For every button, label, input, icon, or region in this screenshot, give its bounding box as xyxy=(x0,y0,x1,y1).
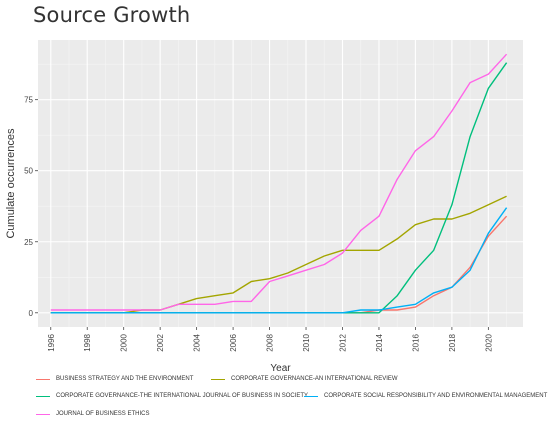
series-line-4 xyxy=(50,207,508,314)
legend-item: CORPORATE GOVERNANCE-THE INTERNATIONAL J… xyxy=(36,393,308,399)
legend-label: CORPORATE GOVERNANCE-THE INTERNATIONAL J… xyxy=(56,393,309,399)
y-tick-label: 50 xyxy=(24,167,33,176)
legend-swatch xyxy=(36,413,50,415)
x-tick-label: 2000 xyxy=(120,333,129,351)
legend-swatch xyxy=(36,378,50,380)
y-tick-label: 75 xyxy=(24,96,33,105)
axis-ticks xyxy=(35,99,489,330)
legend-label: CORPORATE GOVERNANCE-AN INTERNATIONAL RE… xyxy=(231,376,398,382)
y-tick-label: 0 xyxy=(29,309,34,318)
x-tick-label: 2016 xyxy=(411,333,420,351)
x-tick-label: 2020 xyxy=(484,333,493,351)
legend-swatch xyxy=(304,395,318,397)
series-line-5 xyxy=(50,53,508,311)
legend: BUSINESS STRATEGY AND THE ENVIRONMENT COR… xyxy=(36,370,547,426)
x-tick-label: 2004 xyxy=(193,333,202,351)
legend-label: CORPORATE SOCIAL RESPONSIBILITY AND ENVI… xyxy=(324,393,548,399)
x-tick-label: 2006 xyxy=(229,333,238,351)
plot-background xyxy=(38,40,523,327)
x-tick-label: 2014 xyxy=(375,333,384,351)
legend-item: CORPORATE SOCIAL RESPONSIBILITY AND ENVI… xyxy=(304,393,547,399)
x-tick-label: 2002 xyxy=(156,333,165,351)
y-tick-label: 25 xyxy=(24,238,33,247)
x-tick-labels: 1996 1998 2000 2002 2004 2006 2008 2010 2012 2014… xyxy=(47,333,494,351)
y-tick-labels: 0 25 50 75 xyxy=(24,96,33,318)
chart-title: Source Growth xyxy=(33,3,191,27)
x-tick-label: 2010 xyxy=(302,333,311,351)
legend-label: JOURNAL OF BUSINESS ETHICS xyxy=(56,411,150,417)
legend-item: CORPORATE GOVERNANCE-AN INTERNATIONAL RE… xyxy=(211,376,398,382)
x-tick-label: 1998 xyxy=(83,333,92,351)
x-tick-label: 1996 xyxy=(47,333,56,351)
grid-minor xyxy=(38,40,523,327)
series-layer xyxy=(50,53,508,314)
legend-swatch xyxy=(36,395,50,397)
legend-item: JOURNAL OF BUSINESS ETHICS xyxy=(36,411,149,417)
legend-swatch xyxy=(211,378,225,380)
legend-label: BUSINESS STRATEGY AND THE ENVIRONMENT xyxy=(56,376,194,382)
x-axis-label: Year xyxy=(270,363,291,374)
y-axis-label: Cumulate occurrences xyxy=(5,128,17,239)
x-tick-label: 2012 xyxy=(338,333,347,351)
x-tick-label: 2018 xyxy=(448,333,457,351)
x-tick-label: 2008 xyxy=(266,333,275,351)
legend-item: BUSINESS STRATEGY AND THE ENVIRONMENT xyxy=(36,376,193,382)
